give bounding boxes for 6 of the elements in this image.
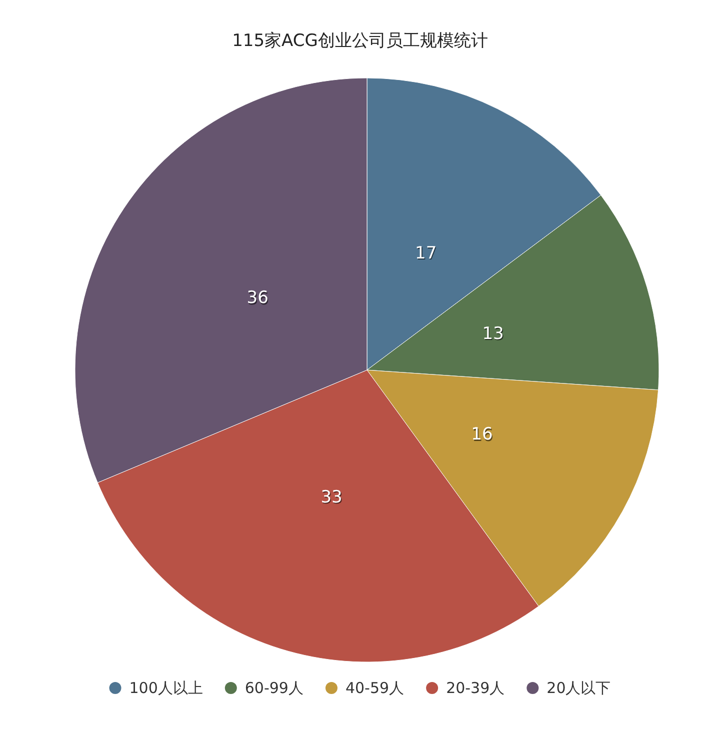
title: 115家ACG创业公司员工规模统计 — [232, 31, 488, 51]
legend-label: 100人以上 — [129, 679, 203, 697]
legend-label: 40-59人 — [345, 679, 404, 697]
legend-label: 60-99人 — [244, 679, 304, 697]
legend-label: 20-39人 — [446, 679, 505, 697]
legend-label: 20人以下 — [546, 679, 611, 697]
